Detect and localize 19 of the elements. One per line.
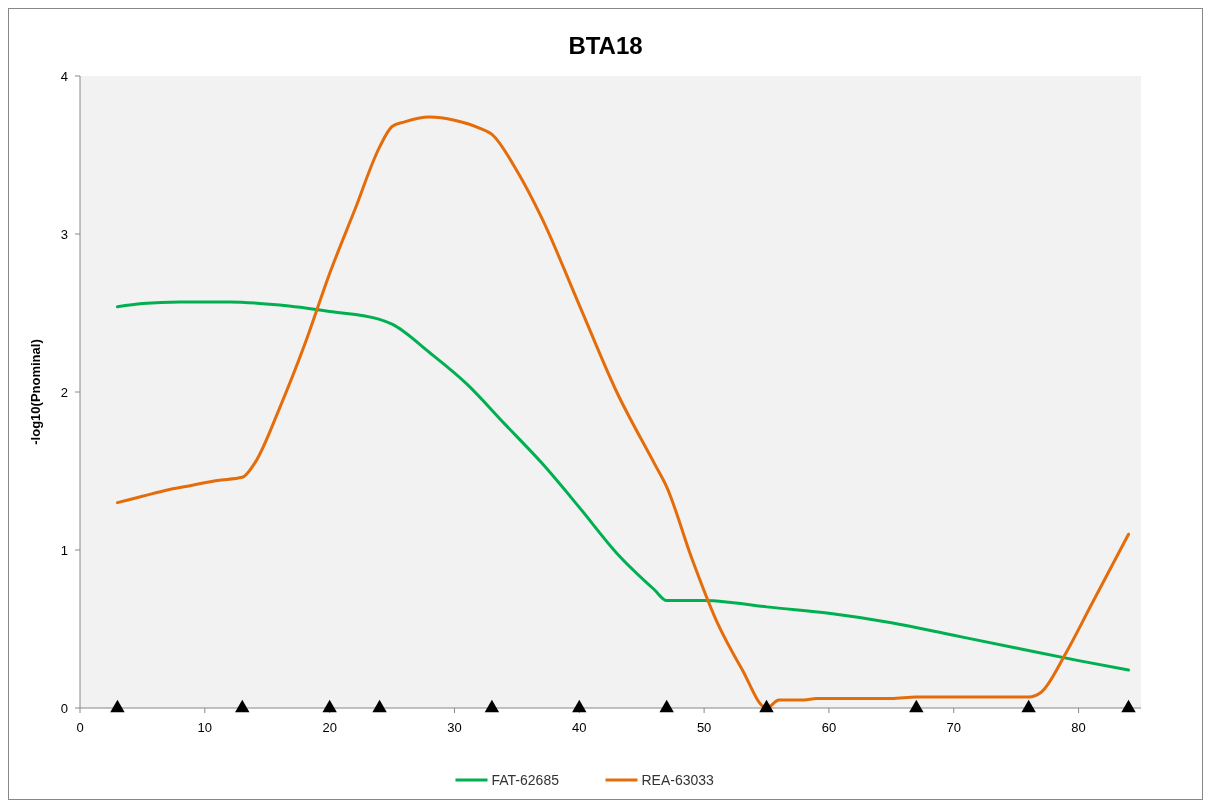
x-tick-label: 80 [1071,720,1086,735]
legend-label: FAT-62685 [491,771,560,788]
x-tick-label: 0 [76,720,84,735]
x-tick-label: 20 [322,720,337,735]
y-tick-label: 2 [60,384,68,400]
x-tick-label: 30 [447,720,462,735]
x-tick-label: 50 [696,720,712,735]
y-tick-label: 3 [60,226,68,242]
legend-label: REA-63033 [641,771,715,788]
y-axis-title: -log10(Pnominal) [28,339,43,445]
x-tick-label: 40 [572,720,587,735]
line-series [115,300,1131,672]
y-tick-label: 0 [60,700,68,716]
chart-title: BTA18 [568,32,643,59]
y-tick-label: 4 [60,68,68,84]
x-tick-label: 70 [946,720,961,735]
y-tick-label: 1 [60,542,68,558]
x-tick-label: 60 [821,720,837,735]
x-tick-label: 10 [197,720,213,735]
